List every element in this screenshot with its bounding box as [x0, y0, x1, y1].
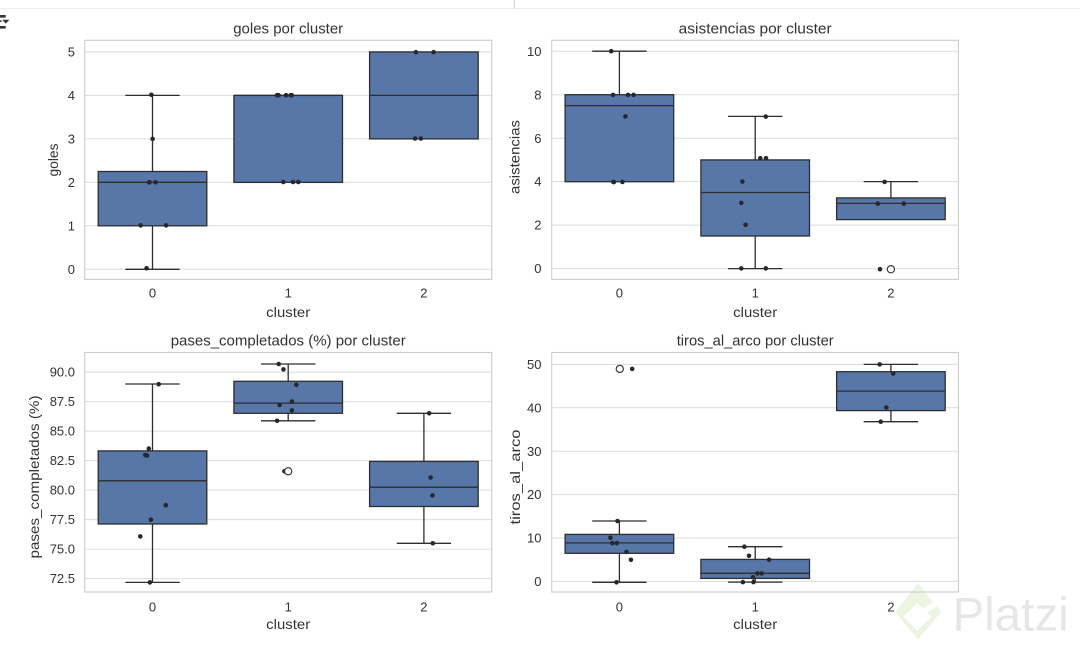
svg-text:2: 2	[420, 600, 427, 615]
svg-text:0: 0	[149, 286, 156, 301]
svg-text:Platzi: Platzi	[953, 589, 1069, 642]
svg-text:75.0: 75.0	[50, 542, 75, 557]
svg-text:77.5: 77.5	[50, 512, 75, 527]
svg-text:2: 2	[887, 286, 894, 301]
svg-text:tiros_al_arco: tiros_al_arco	[507, 429, 523, 524]
svg-text:72.5: 72.5	[50, 571, 75, 586]
svg-text:2: 2	[887, 600, 894, 615]
svg-text:1: 1	[752, 600, 759, 615]
svg-text:4: 4	[534, 174, 541, 189]
svg-text:2: 2	[68, 175, 75, 190]
svg-text:cluster: cluster	[266, 304, 310, 320]
svg-text:2: 2	[534, 218, 541, 233]
svg-text:3: 3	[68, 132, 75, 147]
svg-text:1: 1	[68, 218, 75, 233]
svg-text:goles por cluster: goles por cluster	[233, 21, 343, 38]
svg-text:asistencias: asistencias	[507, 120, 523, 194]
svg-text:1: 1	[285, 600, 292, 615]
svg-text:10: 10	[527, 531, 541, 546]
svg-text:goles: goles	[45, 144, 61, 177]
svg-text:cluster: cluster	[733, 616, 777, 632]
svg-text:87.5: 87.5	[50, 394, 75, 409]
svg-text:pases_completados (%) por clus: pases_completados (%) por cluster	[171, 333, 406, 350]
svg-text:pases_completados (%): pases_completados (%)	[26, 396, 42, 559]
svg-text:0: 0	[616, 286, 623, 301]
svg-text:85.0: 85.0	[50, 424, 75, 439]
svg-text:10: 10	[527, 44, 541, 59]
svg-text:50: 50	[527, 357, 541, 372]
svg-text:1: 1	[285, 286, 292, 301]
svg-text:cluster: cluster	[733, 304, 777, 320]
svg-text:6: 6	[534, 131, 541, 146]
svg-text:82.5: 82.5	[50, 453, 75, 468]
svg-text:80.0: 80.0	[50, 483, 75, 498]
svg-text:90.0: 90.0	[50, 365, 75, 380]
svg-text:0: 0	[534, 574, 541, 589]
svg-text:8: 8	[534, 87, 541, 102]
svg-text:30: 30	[527, 444, 541, 459]
svg-text:tiros_al_arco por cluster: tiros_al_arco por cluster	[677, 333, 834, 350]
svg-text:0: 0	[149, 600, 156, 615]
svg-text:0: 0	[68, 262, 75, 277]
svg-text:40: 40	[527, 400, 541, 415]
svg-text:2: 2	[420, 286, 427, 301]
svg-text:0: 0	[534, 261, 541, 276]
svg-text:asistencias por cluster: asistencias por cluster	[679, 21, 832, 38]
svg-text:5: 5	[68, 45, 75, 60]
svg-text:1: 1	[752, 286, 759, 301]
svg-text:20: 20	[527, 487, 541, 502]
svg-text:0: 0	[616, 600, 623, 615]
svg-text:cluster: cluster	[266, 616, 310, 632]
svg-text:4: 4	[68, 88, 75, 103]
